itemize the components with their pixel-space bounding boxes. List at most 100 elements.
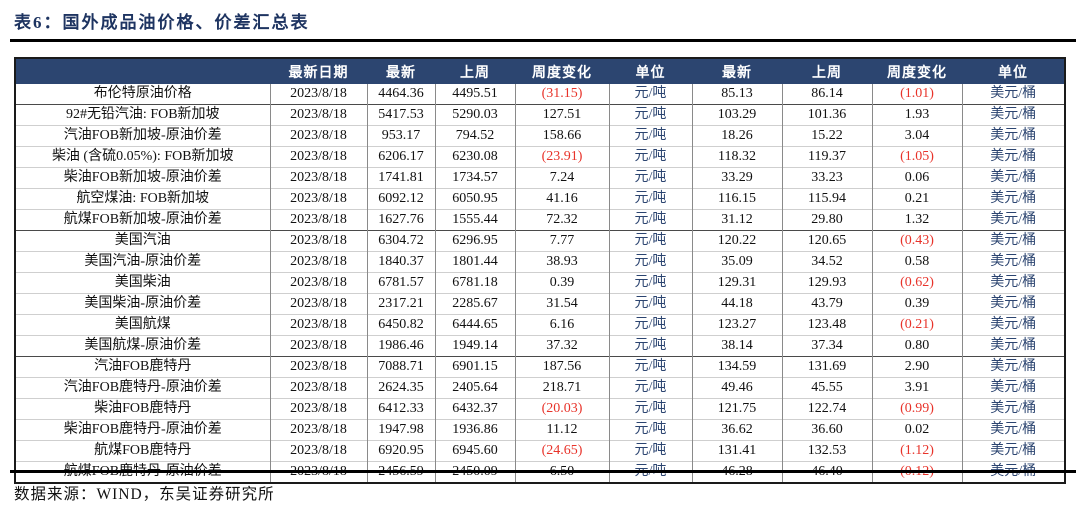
latest-cny-cell: 6920.95	[367, 441, 435, 462]
unit-cny-cell: 元/吨	[609, 210, 692, 231]
latest-usd-cell: 118.32	[692, 147, 782, 168]
date-cell: 2023/8/18	[270, 441, 367, 462]
change-cny-cell: (24.65)	[515, 441, 609, 462]
column-header-4: 周度变化	[515, 58, 609, 84]
row-label-cell: 柴油FOB新加坡-原油价差	[15, 168, 270, 189]
change-usd-cell: 0.21	[872, 189, 962, 210]
change-cny-cell: 7.77	[515, 231, 609, 252]
data-source-note: 数据来源：WIND，东吴证券研究所	[14, 482, 275, 504]
unit-usd-cell: 美元/桶	[962, 126, 1065, 147]
table-row: 美国航煤2023/8/186450.826444.656.16元/吨123.27…	[15, 315, 1065, 336]
change-usd-cell: 0.02	[872, 420, 962, 441]
date-cell: 2023/8/18	[270, 294, 367, 315]
table-row: 汽油FOB鹿特丹2023/8/187088.716901.15187.56元/吨…	[15, 357, 1065, 378]
change-cny-cell: 41.16	[515, 189, 609, 210]
unit-usd-cell: 美元/桶	[962, 231, 1065, 252]
unit-cny-cell: 元/吨	[609, 294, 692, 315]
change-cny-cell: 218.71	[515, 378, 609, 399]
latest-cny-cell: 6412.33	[367, 399, 435, 420]
latest-usd-cell: 129.31	[692, 273, 782, 294]
column-header-9: 单位	[962, 58, 1065, 84]
latest-cny-cell: 6781.57	[367, 273, 435, 294]
latest-usd-cell: 31.12	[692, 210, 782, 231]
date-cell: 2023/8/18	[270, 210, 367, 231]
change-cny-cell: 37.32	[515, 336, 609, 357]
change-cny-cell: 158.66	[515, 126, 609, 147]
column-header-5: 单位	[609, 58, 692, 84]
latest-cny-cell: 1840.37	[367, 252, 435, 273]
row-label-cell: 美国汽油	[15, 231, 270, 252]
change-usd-cell: 0.39	[872, 294, 962, 315]
unit-cny-cell: 元/吨	[609, 399, 692, 420]
column-header-7: 上周	[782, 58, 872, 84]
latest-cny-cell: 2624.35	[367, 378, 435, 399]
prevweek-cny-cell: 2285.67	[435, 294, 515, 315]
table-row: 布伦特原油价格2023/8/184464.364495.51(31.15)元/吨…	[15, 84, 1065, 105]
unit-cny-cell: 元/吨	[609, 231, 692, 252]
latest-usd-cell: 134.59	[692, 357, 782, 378]
change-usd-cell: (1.05)	[872, 147, 962, 168]
footer-divider-rule	[10, 470, 1076, 473]
row-label-cell: 汽油FOB鹿特丹	[15, 357, 270, 378]
table-row: 美国汽油-原油价差2023/8/181840.371801.4438.93元/吨…	[15, 252, 1065, 273]
change-usd-cell: (0.43)	[872, 231, 962, 252]
latest-cny-cell: 1947.98	[367, 420, 435, 441]
prevweek-cny-cell: 1801.44	[435, 252, 515, 273]
date-cell: 2023/8/18	[270, 378, 367, 399]
prevweek-usd-cell: 29.80	[782, 210, 872, 231]
table-row: 美国汽油2023/8/186304.726296.957.77元/吨120.22…	[15, 231, 1065, 252]
latest-cny-cell: 6092.12	[367, 189, 435, 210]
row-label-cell: 汽油FOB鹿特丹-原油价差	[15, 378, 270, 399]
latest-usd-cell: 121.75	[692, 399, 782, 420]
unit-cny-cell: 元/吨	[609, 126, 692, 147]
prevweek-cny-cell: 4495.51	[435, 84, 515, 105]
unit-cny-cell: 元/吨	[609, 420, 692, 441]
row-label-cell: 柴油FOB鹿特丹	[15, 399, 270, 420]
prevweek-usd-cell: 120.65	[782, 231, 872, 252]
prevweek-cny-cell: 1555.44	[435, 210, 515, 231]
unit-usd-cell: 美元/桶	[962, 399, 1065, 420]
unit-usd-cell: 美元/桶	[962, 441, 1065, 462]
unit-usd-cell: 美元/桶	[962, 378, 1065, 399]
prevweek-cny-cell: 1949.14	[435, 336, 515, 357]
change-cny-cell: 31.54	[515, 294, 609, 315]
date-cell: 2023/8/18	[270, 147, 367, 168]
change-cny-cell: 11.12	[515, 420, 609, 441]
latest-usd-cell: 85.13	[692, 84, 782, 105]
table-row: 柴油FOB鹿特丹2023/8/186412.336432.37(20.03)元/…	[15, 399, 1065, 420]
change-usd-cell: (0.62)	[872, 273, 962, 294]
latest-usd-cell: 49.46	[692, 378, 782, 399]
latest-usd-cell: 103.29	[692, 105, 782, 126]
change-usd-cell: 1.32	[872, 210, 962, 231]
change-cny-cell: 7.24	[515, 168, 609, 189]
change-usd-cell: 3.04	[872, 126, 962, 147]
prevweek-cny-cell: 6432.37	[435, 399, 515, 420]
table-row: 汽油FOB鹿特丹-原油价差2023/8/182624.352405.64218.…	[15, 378, 1065, 399]
table-body: 布伦特原油价格2023/8/184464.364495.51(31.15)元/吨…	[15, 84, 1065, 483]
table-row: 美国柴油-原油价差2023/8/182317.212285.6731.54元/吨…	[15, 294, 1065, 315]
change-usd-cell: (1.01)	[872, 84, 962, 105]
date-cell: 2023/8/18	[270, 252, 367, 273]
unit-cny-cell: 元/吨	[609, 252, 692, 273]
prevweek-cny-cell: 1734.57	[435, 168, 515, 189]
change-usd-cell: (1.12)	[872, 441, 962, 462]
row-label-cell: 92#无铅汽油: FOB新加坡	[15, 105, 270, 126]
latest-cny-cell: 5417.53	[367, 105, 435, 126]
latest-usd-cell: 123.27	[692, 315, 782, 336]
column-header-8: 周度变化	[872, 58, 962, 84]
latest-usd-cell: 38.14	[692, 336, 782, 357]
unit-usd-cell: 美元/桶	[962, 105, 1065, 126]
change-usd-cell: 1.93	[872, 105, 962, 126]
prevweek-usd-cell: 115.94	[782, 189, 872, 210]
date-cell: 2023/8/18	[270, 126, 367, 147]
latest-cny-cell: 953.17	[367, 126, 435, 147]
unit-usd-cell: 美元/桶	[962, 294, 1065, 315]
table-row: 美国柴油2023/8/186781.576781.180.39元/吨129.31…	[15, 273, 1065, 294]
change-cny-cell: 6.16	[515, 315, 609, 336]
column-header-1: 最新日期	[270, 58, 367, 84]
table-row: 航空煤油: FOB新加坡2023/8/186092.126050.9541.16…	[15, 189, 1065, 210]
date-cell: 2023/8/18	[270, 84, 367, 105]
prevweek-cny-cell: 794.52	[435, 126, 515, 147]
row-label-cell: 美国航煤-原油价差	[15, 336, 270, 357]
prevweek-usd-cell: 36.60	[782, 420, 872, 441]
